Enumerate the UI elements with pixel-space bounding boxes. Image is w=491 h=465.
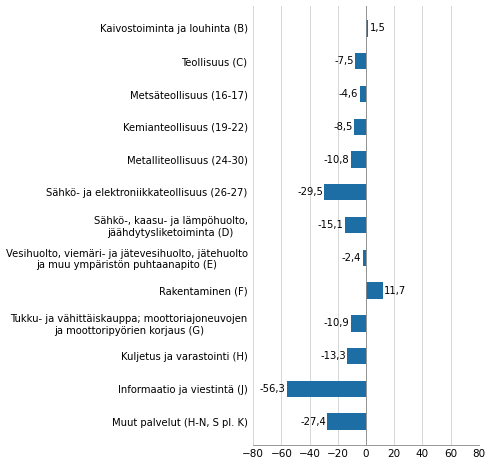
Bar <box>351 315 366 332</box>
Bar <box>327 413 366 430</box>
Text: -2,4: -2,4 <box>342 253 361 263</box>
Text: -27,4: -27,4 <box>300 417 326 427</box>
Bar <box>351 151 366 168</box>
Text: -56,3: -56,3 <box>259 384 285 394</box>
Bar <box>354 119 366 135</box>
Text: -10,8: -10,8 <box>324 154 349 165</box>
Text: -29,5: -29,5 <box>297 187 323 197</box>
Bar <box>355 53 366 69</box>
Text: -13,3: -13,3 <box>320 351 346 361</box>
Text: -4,6: -4,6 <box>339 89 358 99</box>
Bar <box>363 250 366 266</box>
Bar <box>345 217 366 233</box>
Text: -8,5: -8,5 <box>333 122 353 132</box>
Bar <box>359 86 366 102</box>
Bar <box>347 348 366 364</box>
Bar <box>287 381 366 397</box>
Bar <box>366 282 382 299</box>
Text: -10,9: -10,9 <box>324 319 349 328</box>
Bar <box>325 184 366 200</box>
Text: 11,7: 11,7 <box>384 286 406 296</box>
Text: -7,5: -7,5 <box>334 56 354 66</box>
Text: 1,5: 1,5 <box>370 24 385 33</box>
Bar <box>366 20 368 37</box>
Text: -15,1: -15,1 <box>317 220 343 230</box>
